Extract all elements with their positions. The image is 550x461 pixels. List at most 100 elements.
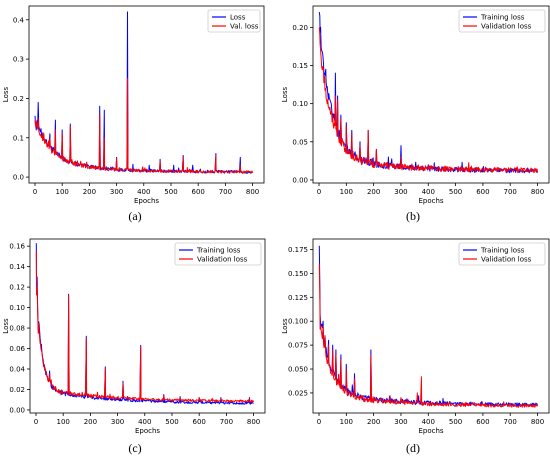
y-tick-label: 0.100 — [288, 318, 308, 326]
x-tick-label: 800 — [247, 418, 260, 426]
x-tick-label: 700 — [504, 418, 517, 426]
series-line — [318, 27, 538, 173]
series-line — [318, 263, 538, 408]
y-tick-label: 0.06 — [9, 345, 25, 353]
x-tick-label: 800 — [531, 188, 544, 196]
chart-panel: 0 100 200 300 400 500 600 700 800 0.00 0.05 0.10 0.1… — [281, 5, 550, 223]
x-tick-label: 0 — [317, 418, 321, 426]
x-tick-label: 200 — [84, 418, 97, 426]
y-axis-label: Loss — [281, 86, 289, 102]
series-line — [35, 243, 254, 405]
plot-frame — [28, 5, 265, 184]
x-tick-label: 600 — [191, 188, 204, 196]
x-tick-label: 100 — [340, 418, 353, 426]
x-axis-label: Epochs — [135, 427, 160, 435]
x-tick-label: 0 — [34, 418, 38, 426]
x-tick-label: 800 — [531, 418, 544, 426]
y-tick-label: 0.1 — [13, 134, 24, 142]
y-tick-label: 0.05 — [292, 138, 308, 146]
x-tick-label: 200 — [367, 418, 380, 426]
legend-entry: Training loss — [480, 247, 525, 255]
series-line — [318, 245, 538, 407]
chart-panel: 0 100 200 300 400 500 600 700 800 0.0 0.1 0.2 0.3 0.4… — [2, 5, 265, 223]
x-tick-label: 400 — [137, 188, 150, 196]
plot-frame — [312, 5, 550, 184]
x-tick-label: 0 — [33, 188, 37, 196]
x-tick-label: 700 — [220, 418, 233, 426]
legend-entry: Validation loss — [481, 23, 532, 31]
x-axis-label: Epochs — [418, 197, 443, 205]
y-tick-label: 0.175 — [288, 246, 308, 254]
y-tick-label: 0.10 — [9, 304, 25, 312]
y-axis-label: Loss — [2, 86, 10, 102]
y-tick-label: 0.02 — [9, 386, 25, 394]
y-tick-label: 0.08 — [9, 325, 25, 333]
x-tick-label: 100 — [340, 188, 353, 196]
legend-entry: Validation loss — [481, 256, 532, 264]
x-tick-label: 100 — [55, 188, 68, 196]
legend-box — [458, 242, 546, 266]
legend-entry: Training loss — [480, 14, 525, 22]
legend-entry: Val. loss — [230, 23, 259, 31]
panel-caption: (b) — [406, 209, 420, 223]
x-tick-label: 500 — [164, 188, 177, 196]
legend-box — [174, 242, 262, 266]
x-tick-label: 600 — [476, 188, 489, 196]
x-tick-label: 600 — [476, 418, 489, 426]
y-tick-label: 0.4 — [13, 16, 25, 24]
x-tick-label: 300 — [394, 188, 407, 196]
series-line — [318, 12, 538, 174]
x-tick-label: 100 — [56, 418, 69, 426]
x-tick-label: 400 — [422, 188, 435, 196]
y-tick-label: 0.04 — [9, 365, 25, 373]
y-tick-label: 0.025 — [288, 389, 308, 397]
x-tick-label: 400 — [138, 418, 151, 426]
y-tick-label: 0.00 — [9, 406, 25, 414]
y-tick-label: 0.15 — [292, 62, 308, 70]
plot-frame — [312, 238, 550, 414]
y-tick-label: 0.12 — [9, 284, 25, 292]
y-tick-label: 0.150 — [288, 270, 308, 278]
plot-frame — [29, 238, 266, 414]
y-tick-label: 0.10 — [292, 100, 308, 108]
panel-caption: (a) — [128, 209, 141, 223]
panel-caption: (d) — [406, 441, 420, 455]
chart-panel: 0 100 200 300 400 500 600 700 800 0.00 0.02 0.04 0.0… — [2, 238, 266, 455]
x-tick-label: 700 — [219, 188, 232, 196]
y-axis-label: Loss — [2, 318, 10, 334]
x-tick-label: 800 — [246, 188, 259, 196]
x-tick-label: 500 — [449, 418, 462, 426]
y-tick-label: 0.3 — [13, 56, 24, 64]
x-tick-label: 300 — [110, 188, 123, 196]
x-tick-label: 0 — [317, 188, 321, 196]
x-axis-label: Epochs — [418, 427, 443, 435]
x-tick-label: 200 — [83, 188, 96, 196]
y-tick-label: 0.14 — [9, 263, 25, 271]
y-tick-label: 0.050 — [288, 366, 308, 374]
y-tick-label: 0.20 — [292, 24, 308, 32]
legend-entry: Loss — [230, 14, 246, 22]
x-tick-label: 400 — [422, 418, 435, 426]
series-line — [34, 11, 253, 174]
legend-entry: Validation loss — [197, 256, 248, 264]
x-tick-label: 500 — [165, 418, 178, 426]
x-tick-label: 200 — [367, 188, 380, 196]
x-tick-label: 300 — [394, 418, 407, 426]
legend-box — [458, 9, 546, 33]
chart-panel: 0 100 200 300 400 500 600 700 800 0.025 0.050 0.075… — [281, 238, 550, 455]
y-tick-label: 0.16 — [9, 243, 25, 251]
x-tick-label: 500 — [449, 188, 462, 196]
y-axis-label: Loss — [281, 318, 289, 334]
series-line — [35, 251, 255, 403]
y-tick-label: 0.0 — [13, 174, 24, 182]
x-tick-label: 600 — [192, 418, 205, 426]
y-tick-label: 0.125 — [288, 294, 308, 302]
legend-entry: Training loss — [196, 247, 241, 255]
series-line — [34, 78, 254, 174]
panel-caption: (c) — [128, 441, 141, 455]
x-tick-label: 700 — [504, 188, 517, 196]
x-tick-label: 300 — [111, 418, 124, 426]
y-tick-label: 0.2 — [13, 95, 24, 103]
y-tick-label: 0.00 — [292, 176, 308, 184]
